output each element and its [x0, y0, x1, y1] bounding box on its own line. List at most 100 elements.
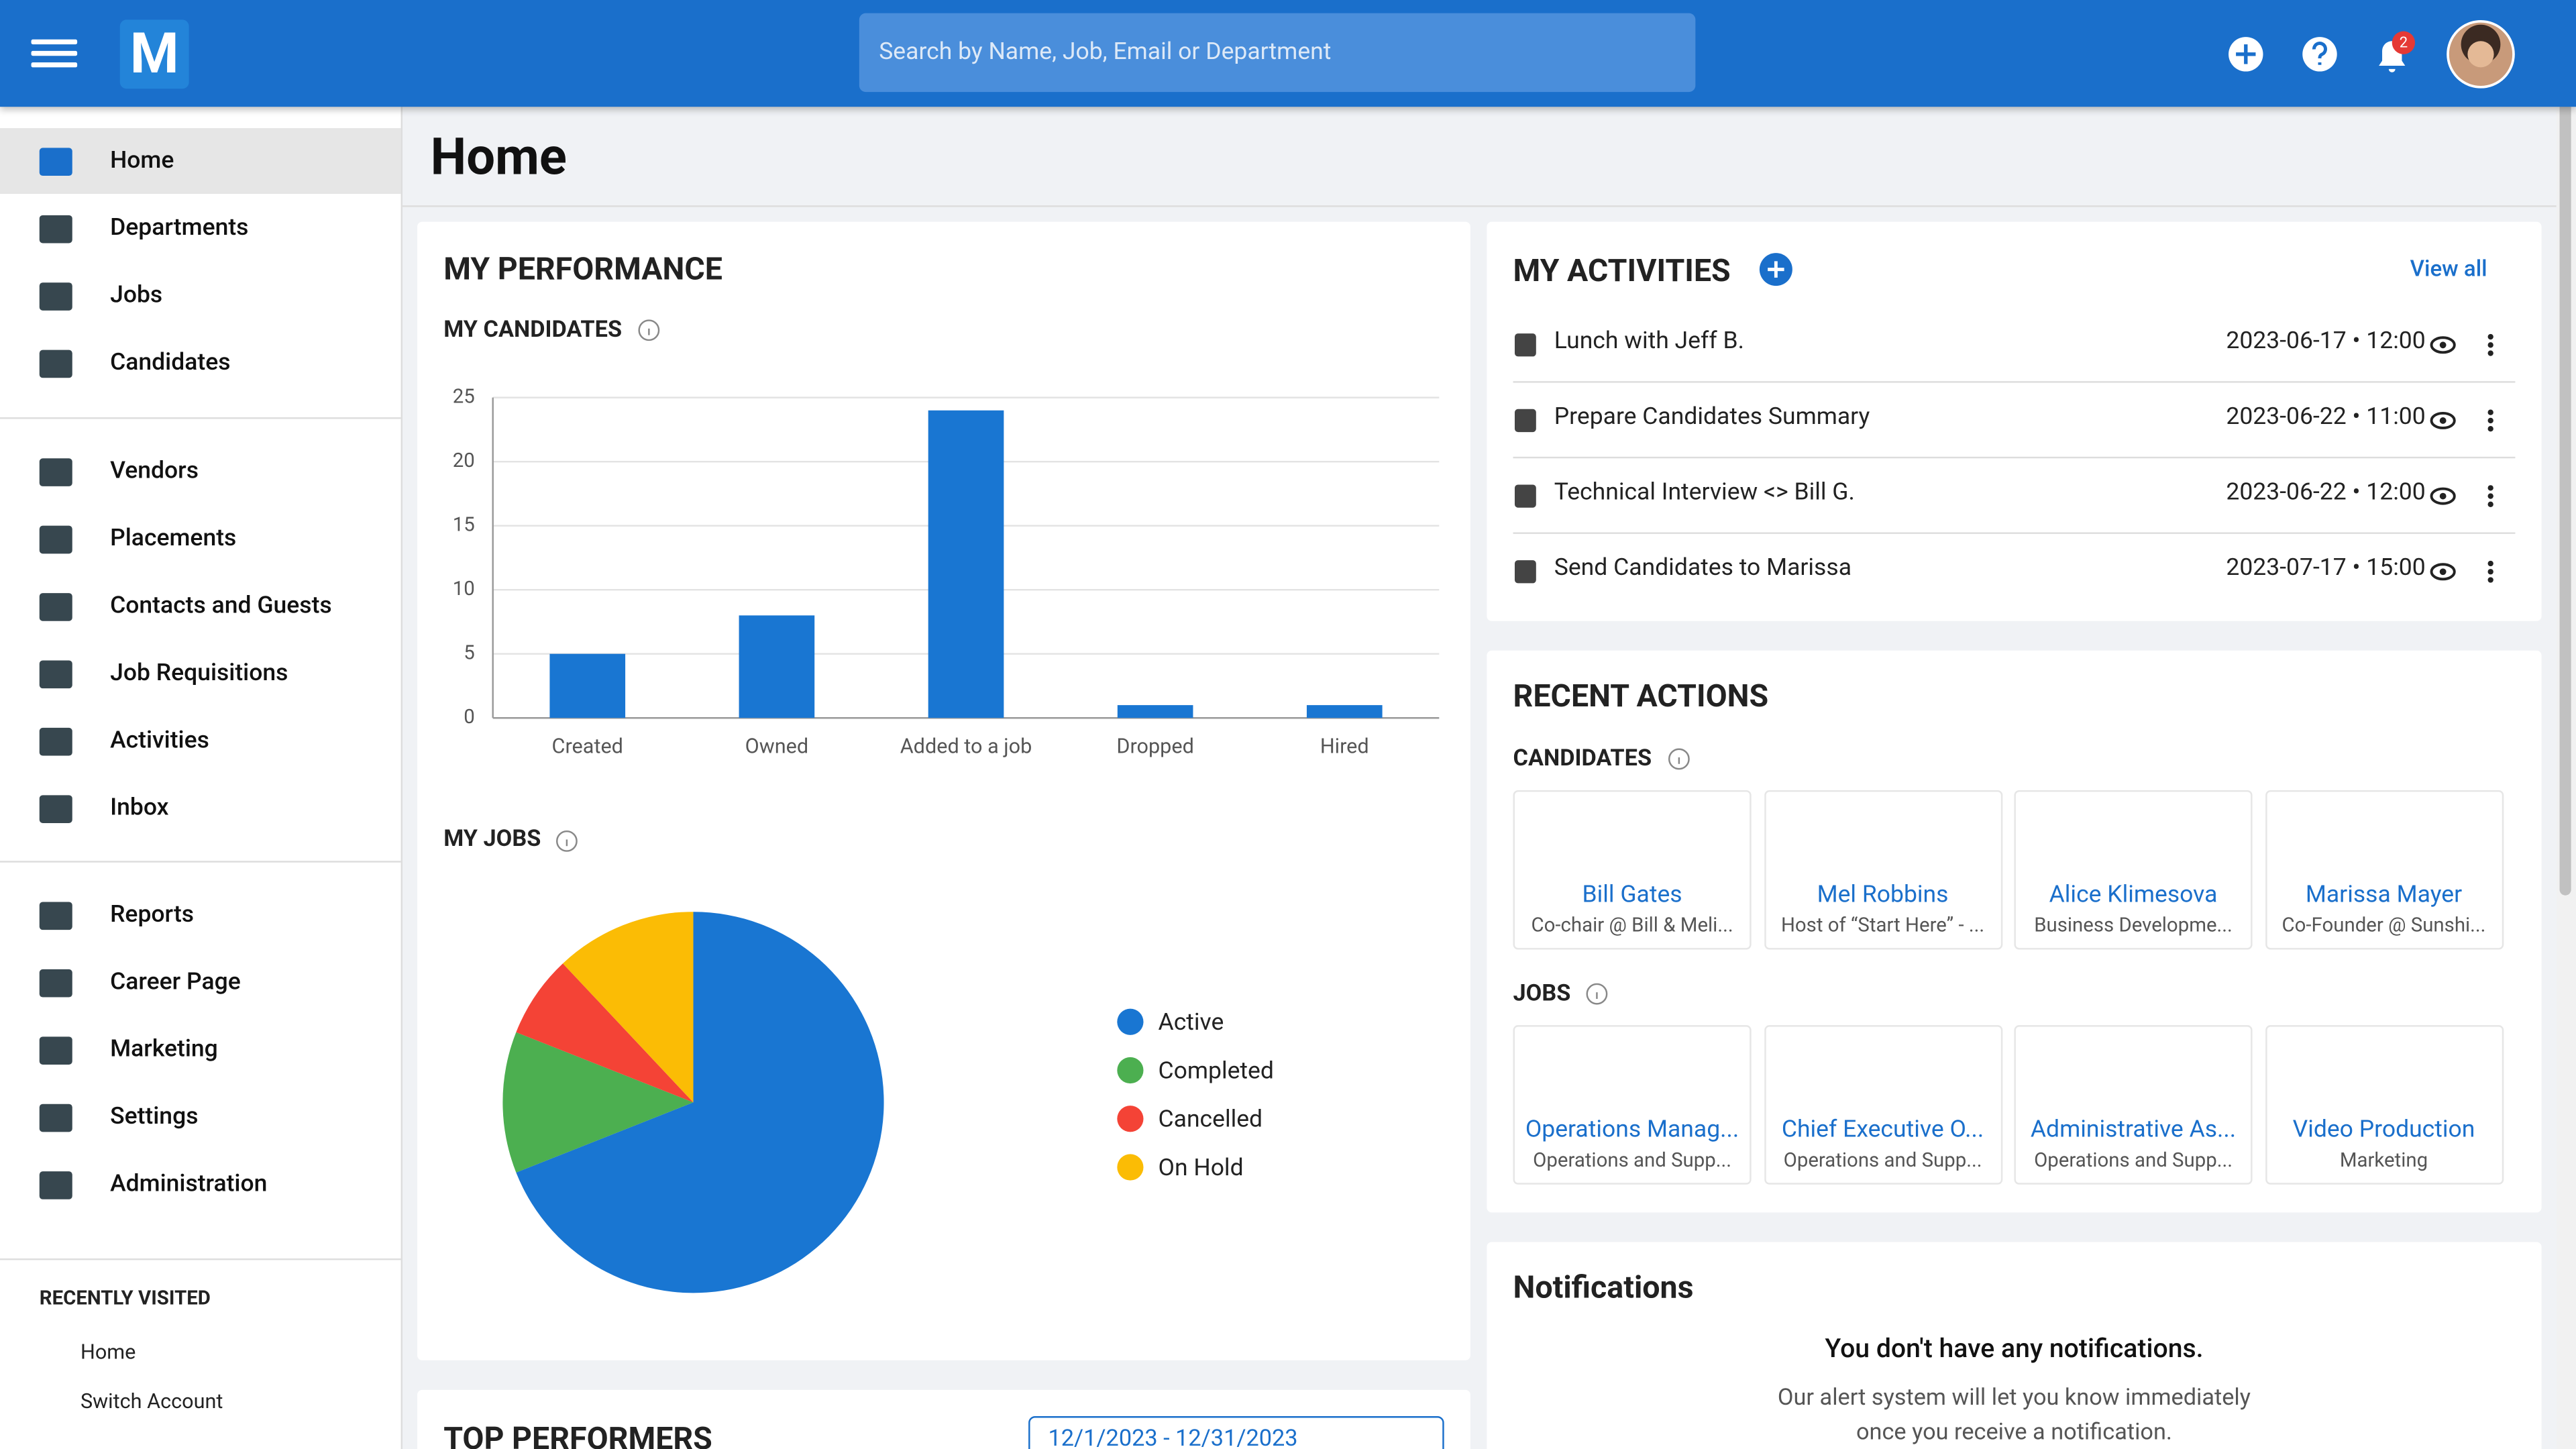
nav-item[interactable]: Marketing: [110, 1034, 218, 1063]
search-box[interactable]: [859, 13, 1696, 93]
more-menu-dot[interactable]: [2487, 569, 2493, 575]
view-icon[interactable]: [2430, 563, 2456, 581]
nav-icon[interactable]: [39, 795, 72, 823]
nav-item[interactable]: Candidates: [110, 348, 231, 376]
nav-item[interactable]: Inbox: [110, 793, 169, 822]
nav-item[interactable]: Job Requisitions: [110, 659, 288, 687]
scrollbar-thumb[interactable]: [2559, 16, 2571, 896]
nav-item[interactable]: Reports: [110, 900, 195, 928]
user-avatar-face[interactable]: [2467, 41, 2494, 68]
legend-swatch[interactable]: [1117, 1106, 1144, 1132]
more-menu-dot[interactable]: [2487, 426, 2493, 432]
nav-item[interactable]: Contacts and Guests: [110, 591, 332, 620]
legend-swatch[interactable]: [1117, 1154, 1144, 1181]
nav-item[interactable]: Home: [110, 146, 174, 174]
more-menu-dot[interactable]: [2487, 560, 2493, 567]
nav-item[interactable]: Career Page: [110, 967, 241, 996]
nav-icon[interactable]: [39, 215, 72, 244]
bar: [1117, 705, 1193, 718]
nav-icon[interactable]: [39, 969, 72, 998]
menu-icon-bar[interactable]: [31, 62, 78, 68]
help-button-mark[interactable]: [2312, 42, 2327, 65]
more-menu-dot[interactable]: [2487, 333, 2493, 340]
job-name[interactable]: Operations Manag...: [1525, 1115, 1739, 1144]
view-icon[interactable]: [2430, 411, 2456, 429]
candidate-name[interactable]: Mel Robbins: [1817, 880, 1949, 909]
nav-icon[interactable]: [39, 727, 72, 756]
date-range-box[interactable]: [1028, 1416, 1444, 1449]
candidate-card[interactable]: [2014, 790, 2253, 950]
nav-icon[interactable]: [39, 148, 72, 176]
more-menu-dot[interactable]: [2487, 409, 2493, 415]
more-menu-dot[interactable]: [2487, 501, 2493, 508]
logo[interactable]: M: [119, 19, 189, 89]
candidate-card[interactable]: [1764, 790, 2002, 950]
nav-icon[interactable]: [39, 458, 72, 486]
view-all-link[interactable]: View all: [2410, 256, 2487, 283]
view-icon-pupil[interactable]: [2439, 492, 2447, 500]
legend-label[interactable]: Completed: [1159, 1056, 1274, 1084]
nav-item[interactable]: Departments: [110, 213, 249, 242]
nav-item[interactable]: Placements: [110, 524, 237, 552]
recent-link[interactable]: Switch Account: [80, 1389, 223, 1415]
candidate-name[interactable]: Marissa Mayer: [2305, 880, 2463, 909]
nav-icon[interactable]: [39, 525, 72, 554]
more-menu-dot[interactable]: [2487, 485, 2493, 491]
nav-icon[interactable]: [39, 1036, 72, 1065]
menu-icon-bar[interactable]: [31, 50, 78, 56]
nav-item[interactable]: Vendors: [110, 456, 199, 485]
job-card[interactable]: [1513, 1025, 1752, 1185]
pie-slice: [502, 1032, 694, 1173]
activity-title[interactable]: Send Candidates to Marissa: [1554, 553, 1852, 582]
more-menu-dot[interactable]: [2487, 350, 2493, 356]
legend-swatch[interactable]: [1117, 1008, 1144, 1035]
nav-icon[interactable]: [39, 902, 72, 930]
activity-title[interactable]: Technical Interview <> Bill G.: [1554, 478, 1855, 506]
job-card[interactable]: [2014, 1025, 2253, 1185]
pie-slice: [516, 963, 694, 1103]
job-name[interactable]: Chief Executive O...: [1781, 1115, 1984, 1144]
more-menu-dot[interactable]: [2487, 342, 2493, 348]
legend-label[interactable]: Active: [1159, 1008, 1224, 1036]
nav-icon[interactable]: [39, 350, 72, 378]
date-range[interactable]: 12/1/2023 - 12/31/2023: [1048, 1426, 1298, 1449]
more-menu-dot[interactable]: [2487, 577, 2493, 583]
job-name[interactable]: Video Production: [2292, 1115, 2475, 1144]
candidate-card[interactable]: [2264, 790, 2504, 950]
recent-link[interactable]: Home: [80, 1340, 136, 1366]
nav-item[interactable]: Activities: [110, 726, 209, 755]
job-card[interactable]: [1764, 1025, 2002, 1185]
nav-item[interactable]: Administration: [110, 1169, 268, 1198]
activity-when: 2023-06-22 • 12:00: [2226, 478, 2426, 506]
menu-icon-bar[interactable]: [31, 39, 78, 45]
activity-title[interactable]: Prepare Candidates Summary: [1554, 402, 1870, 431]
nav-item[interactable]: Settings: [110, 1102, 199, 1130]
activity-title[interactable]: Lunch with Jeff B.: [1554, 327, 1744, 355]
candidate-card[interactable]: [1513, 790, 1752, 950]
nav-item[interactable]: Jobs: [110, 280, 163, 309]
legend-label[interactable]: On Hold: [1159, 1153, 1244, 1181]
candidate-name[interactable]: Bill Gates: [1582, 880, 1682, 909]
legend-label[interactable]: Cancelled: [1159, 1105, 1263, 1133]
nav-icon[interactable]: [39, 660, 72, 689]
nav-icon[interactable]: [39, 1171, 72, 1199]
add-activity-plus[interactable]: [1768, 261, 1784, 278]
nav-icon[interactable]: [39, 282, 72, 311]
view-icon-pupil[interactable]: [2439, 341, 2447, 349]
more-menu-dot[interactable]: [2487, 417, 2493, 424]
view-icon-pupil[interactable]: [2439, 568, 2447, 576]
add-button-plus[interactable]: [2236, 44, 2256, 64]
nav-icon[interactable]: [39, 1104, 72, 1132]
legend-swatch[interactable]: [1117, 1057, 1144, 1084]
view-icon[interactable]: [2430, 487, 2456, 505]
view-icon-pupil[interactable]: [2439, 417, 2447, 424]
view-icon[interactable]: [2430, 336, 2456, 354]
nav-icon[interactable]: [39, 593, 72, 621]
more-menu-dot[interactable]: [2487, 493, 2493, 499]
candidate-name[interactable]: Alice Klimesova: [2049, 880, 2218, 909]
job-name[interactable]: Administrative As...: [2030, 1115, 2237, 1144]
bar: [549, 653, 626, 718]
job-card[interactable]: [2264, 1025, 2504, 1185]
search-placeholder[interactable]: Search by Name, Job, Email or Department: [879, 38, 1332, 66]
